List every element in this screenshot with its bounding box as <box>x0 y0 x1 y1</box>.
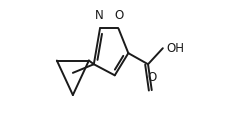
Text: O: O <box>114 9 123 22</box>
Text: OH: OH <box>165 42 183 55</box>
Text: N: N <box>94 9 103 22</box>
Text: O: O <box>146 71 156 84</box>
